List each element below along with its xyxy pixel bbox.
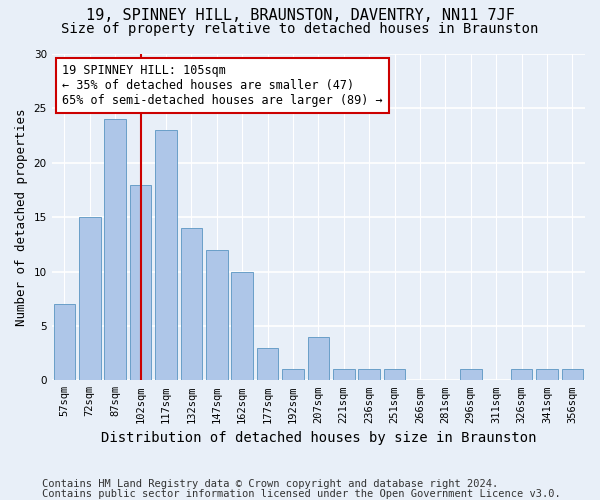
Bar (333, 370, 355, 380)
Bar (155, 130, 177, 380)
Bar (358, 370, 380, 380)
Bar (511, 370, 532, 380)
Bar (130, 184, 151, 380)
Text: Size of property relative to detached houses in Braunston: Size of property relative to detached ho… (61, 22, 539, 36)
Y-axis label: Number of detached properties: Number of detached properties (15, 108, 28, 326)
Bar (79, 217, 101, 380)
Text: 19 SPINNEY HILL: 105sqm
← 35% of detached houses are smaller (47)
65% of semi-de: 19 SPINNEY HILL: 105sqm ← 35% of detache… (62, 64, 383, 107)
Bar (104, 120, 126, 380)
Bar (562, 370, 583, 380)
Bar (460, 370, 482, 380)
Bar (536, 370, 557, 380)
Bar (206, 250, 227, 380)
Bar (53, 304, 75, 380)
Bar (282, 370, 304, 380)
X-axis label: Distribution of detached houses by size in Braunston: Distribution of detached houses by size … (101, 431, 536, 445)
Bar (384, 370, 406, 380)
Text: 19, SPINNEY HILL, BRAUNSTON, DAVENTRY, NN11 7JF: 19, SPINNEY HILL, BRAUNSTON, DAVENTRY, N… (86, 8, 514, 22)
Text: Contains public sector information licensed under the Open Government Licence v3: Contains public sector information licen… (42, 489, 561, 499)
Bar (181, 228, 202, 380)
Bar (257, 348, 278, 380)
Bar (232, 272, 253, 380)
Bar (308, 337, 329, 380)
Text: Contains HM Land Registry data © Crown copyright and database right 2024.: Contains HM Land Registry data © Crown c… (42, 479, 498, 489)
